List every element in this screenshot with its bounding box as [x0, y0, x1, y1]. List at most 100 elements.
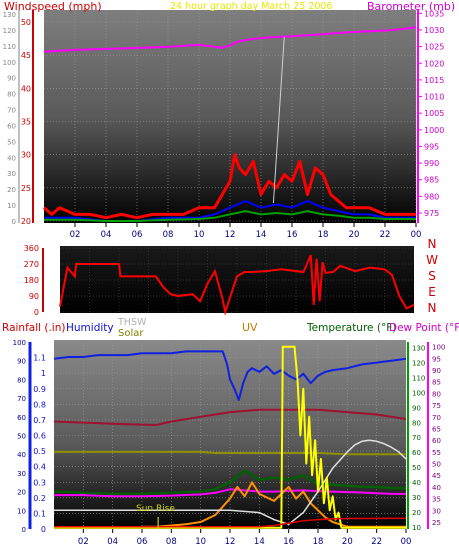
wind-x-tick-label: 04	[101, 230, 112, 240]
temperature-tick-label: 100	[412, 389, 425, 397]
temp-x-tick-label: 06	[137, 537, 148, 547]
barometer-tick-label: 1010	[424, 93, 444, 102]
temp-x-tick-label: 22	[371, 537, 382, 547]
rainfall-tick-label: 0.4	[33, 463, 46, 472]
wind-spike-line	[272, 36, 285, 204]
wind-x-tick-label: 14	[256, 230, 267, 240]
temperature-tick-label: 90	[412, 404, 421, 412]
temp-x-tick-label: 10	[195, 537, 206, 547]
temp-series	[53, 345, 407, 529]
dewpoint-tick-label: 70	[432, 414, 441, 422]
dewpoint-tick-label: 85	[432, 379, 441, 387]
uv-line	[54, 345, 406, 529]
direction-letter: W	[426, 253, 438, 267]
wind-alt-tick-label: 90	[7, 75, 16, 83]
dewpoint-tick-label: 80	[432, 390, 441, 398]
temperature-tick-label: 50	[412, 464, 421, 472]
temp-x-tick-label: 16	[283, 537, 294, 547]
barometer-tick-label: 1035	[424, 9, 444, 18]
legend-thsw: THSW	[117, 317, 147, 328]
direction-letter: S	[428, 269, 436, 283]
dewpoint-tick-label: 35	[432, 496, 441, 504]
temperature-line	[53, 469, 406, 496]
rainfall-tick-label: 0.5	[33, 447, 46, 456]
temperature-tick-label: 130	[412, 344, 425, 352]
solar-line	[54, 450, 406, 456]
barometer-tick-label: 985	[424, 176, 439, 185]
dewpoint-tick-label: 45	[432, 472, 441, 480]
barometer-tick-label: 1020	[424, 59, 444, 68]
dewpoint-tick-label: 25	[432, 519, 441, 527]
legend-humidity: Humidity	[66, 322, 114, 334]
dewpoint-tick-label: 30	[432, 507, 441, 515]
humidity-line	[53, 350, 407, 401]
wind-alt-tick-label: 0	[12, 218, 16, 226]
wind-alt-tick-label: 70	[7, 107, 16, 115]
wind-alt-tick-label: 30	[7, 170, 16, 178]
humidity-tick-label: 100	[13, 339, 26, 347]
direction-tick-labels: 0 90 180 270 360	[24, 244, 39, 317]
temp-x-tick-label: 14	[254, 537, 265, 547]
dewpoint-tick-label: 65	[432, 425, 441, 433]
wind-alt-tick-label: 10	[7, 202, 16, 210]
wind-alt-tick-label: 130	[3, 11, 16, 19]
temp-tick-labels: 02 04 06 08 10 12 14 16 18 20 22 0000.10.20.30.40.5…	[13, 339, 446, 547]
rainfall-line	[54, 517, 407, 528]
temp-grid	[28, 342, 429, 533]
wind-x-tick-label: 22	[380, 230, 391, 240]
temperature-tick-label: 120	[412, 359, 425, 367]
humidity-tick-label: 70	[17, 395, 26, 403]
wind-y-tick-label: 40	[21, 84, 31, 93]
wind-tick-labels: 02 04 06 08 10 12 14 16 18 20 22 00 20 25 30 35 40 45 50 0 1…	[3, 9, 445, 240]
temperature-tick-label: 10	[412, 524, 421, 532]
solar-radiation-line	[142, 481, 406, 528]
direction-letter: N	[428, 301, 437, 315]
barometer-tick-label: 980	[424, 192, 439, 201]
humidity-tick-label: 40	[17, 451, 26, 459]
temp-x-axis-strip	[54, 529, 406, 549]
rainfall-tick-label: 0.3	[33, 478, 46, 487]
wind-alt-tick-label: 80	[7, 91, 16, 99]
barometer-line	[43, 26, 417, 53]
dewpoint-tick-label: 75	[432, 402, 441, 410]
rainfall-tick-label: 0.9	[33, 385, 46, 394]
wind-y-tick-label: 35	[21, 118, 31, 127]
temp-x-tick-label: 20	[342, 537, 353, 547]
barometer-tick-label: 1000	[424, 126, 444, 135]
barometer-tick-label: 1025	[424, 43, 444, 52]
rainfall-tick-label: 0.6	[33, 432, 46, 441]
barometer-tick-label: 995	[424, 142, 439, 151]
wind-alt-tick-label: 50	[7, 138, 16, 146]
wind-x-tick-label: 12	[225, 230, 236, 240]
legend-temperature: Temperature (°F)	[306, 322, 396, 334]
humidity-tick-label: 30	[17, 470, 26, 478]
rainfall-tick-label: 0.2	[33, 494, 46, 503]
barometer-tick-label: 990	[424, 159, 439, 168]
wind-alt-tick-label: 110	[3, 43, 16, 51]
humidity-tick-label: 60	[17, 414, 26, 422]
wind-alt-tick-label: 120	[3, 27, 16, 35]
direction-tick-label: 360	[24, 244, 39, 253]
sunrise-label: Sun Rise	[136, 504, 175, 514]
humidity-tick-label: 90	[17, 358, 26, 366]
rainfall-tick-label: 0.8	[33, 400, 46, 409]
temperature-tick-label: 70	[412, 434, 421, 442]
temp-x-tick-label: 18	[313, 537, 324, 547]
wind-x-tick-label: 08	[163, 230, 174, 240]
wind-alt-tick-label: 20	[7, 186, 16, 194]
direction-letter: E	[428, 285, 436, 299]
wind-x-tick-label: 20	[349, 230, 360, 240]
indoor-line	[53, 408, 407, 426]
legend-solar: Solar	[118, 328, 144, 339]
legend-dew-point: Dew Point (°F)	[389, 322, 459, 334]
temperature-tick-label: 80	[412, 419, 421, 427]
temperature-tick-label: 20	[412, 509, 421, 517]
dewpoint-tick-label: 50	[432, 461, 441, 469]
barometer-tick-label: 1030	[424, 26, 444, 35]
wind-x-tick-label: 18	[318, 230, 329, 240]
wind-gust-line	[43, 153, 416, 220]
temp-x-tick-label: 02	[78, 537, 89, 547]
rainfall-tick-label: 1	[41, 369, 46, 378]
direction-tick-label: 0	[34, 308, 39, 317]
